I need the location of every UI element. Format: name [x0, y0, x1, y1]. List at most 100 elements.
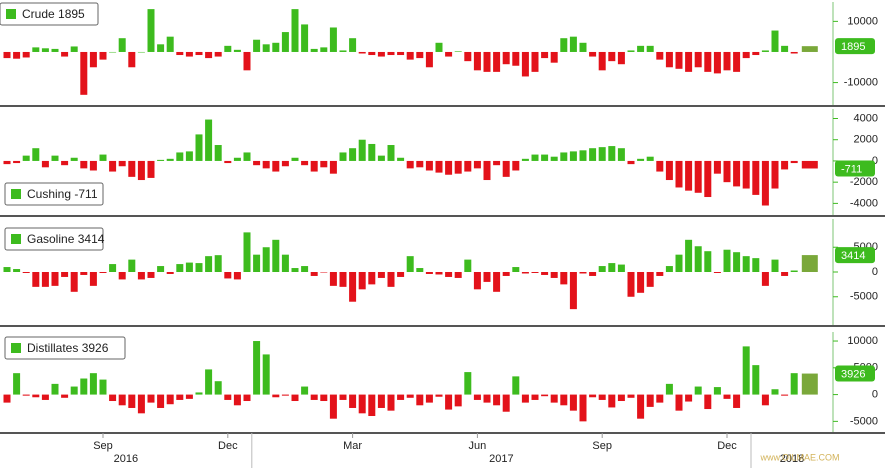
- bar: [742, 256, 750, 272]
- bar: [502, 51, 510, 65]
- bar: [665, 266, 673, 272]
- legend-box: [4, 336, 126, 360]
- bar: [233, 394, 241, 406]
- bar: [205, 51, 213, 59]
- value-tag: 3414: [835, 247, 875, 264]
- bar: [253, 254, 261, 272]
- value-tag-label: 1895: [841, 41, 865, 53]
- bar: [99, 272, 107, 273]
- y-tick-label: 10000: [847, 335, 878, 347]
- bar: [801, 373, 818, 395]
- bar: [61, 160, 69, 166]
- bar: [435, 272, 443, 275]
- bar: [22, 394, 30, 396]
- bar: [32, 394, 40, 398]
- bar: [579, 394, 587, 422]
- bar: [502, 394, 510, 412]
- bar: [416, 51, 424, 59]
- bar: [742, 160, 750, 189]
- bar: [358, 51, 366, 54]
- y-tick-label: -5000: [850, 415, 878, 427]
- value-tag-label: 3926: [841, 368, 865, 380]
- bar: [387, 145, 395, 161]
- bar: [406, 256, 414, 272]
- bar: [531, 154, 539, 161]
- bar: [329, 272, 337, 286]
- bar: [329, 160, 337, 174]
- bar: [205, 119, 213, 161]
- bar: [137, 51, 145, 53]
- bar: [80, 51, 88, 95]
- year-label: 2017: [489, 453, 513, 465]
- bar: [166, 36, 174, 52]
- bar: [646, 156, 654, 161]
- bar: [368, 394, 376, 417]
- bar: [425, 394, 433, 403]
- bar: [425, 51, 433, 68]
- bar: [464, 259, 472, 272]
- bar: [473, 394, 481, 400]
- bar: [281, 254, 289, 272]
- bar: [214, 381, 222, 395]
- bar: [109, 394, 117, 402]
- bar: [637, 272, 645, 293]
- bar: [157, 159, 165, 161]
- bar: [51, 48, 59, 52]
- bar: [176, 51, 184, 56]
- bar: [646, 45, 654, 52]
- bar: [771, 389, 779, 395]
- bar: [493, 394, 501, 406]
- bar: [166, 272, 174, 274]
- bar: [3, 267, 11, 272]
- bar: [512, 376, 520, 395]
- bar: [51, 383, 59, 395]
- bar: [713, 51, 721, 74]
- bar: [598, 51, 606, 71]
- legend-box: [4, 227, 104, 251]
- bar: [435, 394, 443, 397]
- bar: [166, 394, 174, 405]
- bar: [425, 160, 433, 171]
- legend-swatch: [11, 234, 21, 244]
- bar: [185, 262, 193, 272]
- bar: [397, 157, 405, 161]
- bar: [473, 160, 481, 169]
- bar: [377, 272, 385, 278]
- bar: [541, 154, 549, 161]
- bar: [406, 160, 414, 169]
- bar: [598, 266, 606, 272]
- y-tick-label: 10000: [847, 15, 878, 27]
- bar: [339, 272, 347, 287]
- bar: [281, 32, 289, 52]
- bar: [675, 254, 683, 272]
- bar: [694, 160, 702, 193]
- bar: [243, 394, 251, 402]
- y-tick-label: -10000: [844, 76, 878, 88]
- bar: [761, 50, 769, 52]
- bar: [781, 45, 789, 52]
- bar: [51, 272, 59, 286]
- bar: [473, 272, 481, 290]
- bar: [685, 160, 693, 191]
- legend-name: Cushing: [27, 187, 71, 201]
- bar: [435, 160, 443, 173]
- bar: [617, 394, 625, 402]
- bar: [329, 27, 337, 52]
- bar: [281, 394, 289, 396]
- bar: [790, 51, 798, 54]
- bar: [243, 51, 251, 71]
- bar: [637, 394, 645, 419]
- bar: [339, 152, 347, 161]
- bar: [521, 394, 529, 403]
- bar: [224, 160, 232, 164]
- bar: [339, 50, 347, 52]
- legend: Crude 1895: [0, 2, 99, 26]
- bar: [272, 239, 280, 272]
- year-label: 2016: [114, 453, 138, 465]
- bar: [733, 394, 741, 408]
- bar: [3, 394, 11, 403]
- bar: [128, 259, 136, 272]
- bar: [713, 160, 721, 174]
- bar: [742, 346, 750, 395]
